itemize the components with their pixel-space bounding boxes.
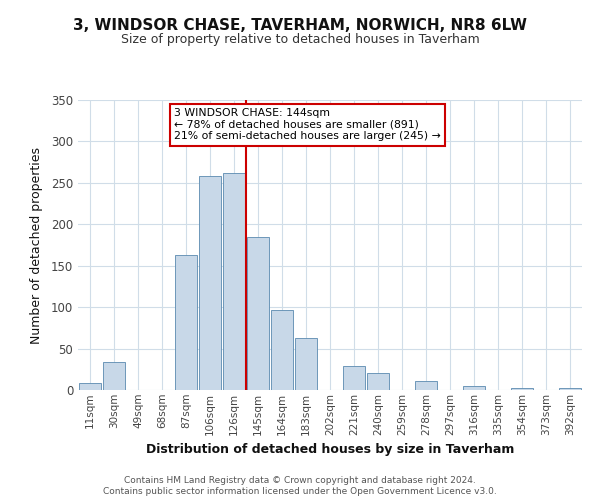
Bar: [79, 382, 101, 390]
Text: 3 WINDSOR CHASE: 144sqm
← 78% of detached houses are smaller (891)
21% of semi-d: 3 WINDSOR CHASE: 144sqm ← 78% of detache…: [174, 108, 441, 142]
Bar: [175, 255, 197, 390]
Bar: [199, 176, 221, 390]
Bar: [295, 338, 317, 390]
Text: Contains public sector information licensed under the Open Government Licence v3: Contains public sector information licen…: [103, 487, 497, 496]
Text: 3, WINDSOR CHASE, TAVERHAM, NORWICH, NR8 6LW: 3, WINDSOR CHASE, TAVERHAM, NORWICH, NR8…: [73, 18, 527, 32]
Bar: [343, 366, 365, 390]
X-axis label: Distribution of detached houses by size in Taverham: Distribution of detached houses by size …: [146, 443, 514, 456]
Bar: [247, 236, 269, 390]
Bar: [367, 372, 389, 390]
Bar: [559, 388, 581, 390]
Bar: [103, 362, 125, 390]
Bar: [511, 388, 533, 390]
Text: Contains HM Land Registry data © Crown copyright and database right 2024.: Contains HM Land Registry data © Crown c…: [124, 476, 476, 485]
Y-axis label: Number of detached properties: Number of detached properties: [29, 146, 43, 344]
Bar: [415, 381, 437, 390]
Text: Size of property relative to detached houses in Taverham: Size of property relative to detached ho…: [121, 32, 479, 46]
Bar: [463, 386, 485, 390]
Bar: [223, 173, 245, 390]
Bar: [271, 310, 293, 390]
